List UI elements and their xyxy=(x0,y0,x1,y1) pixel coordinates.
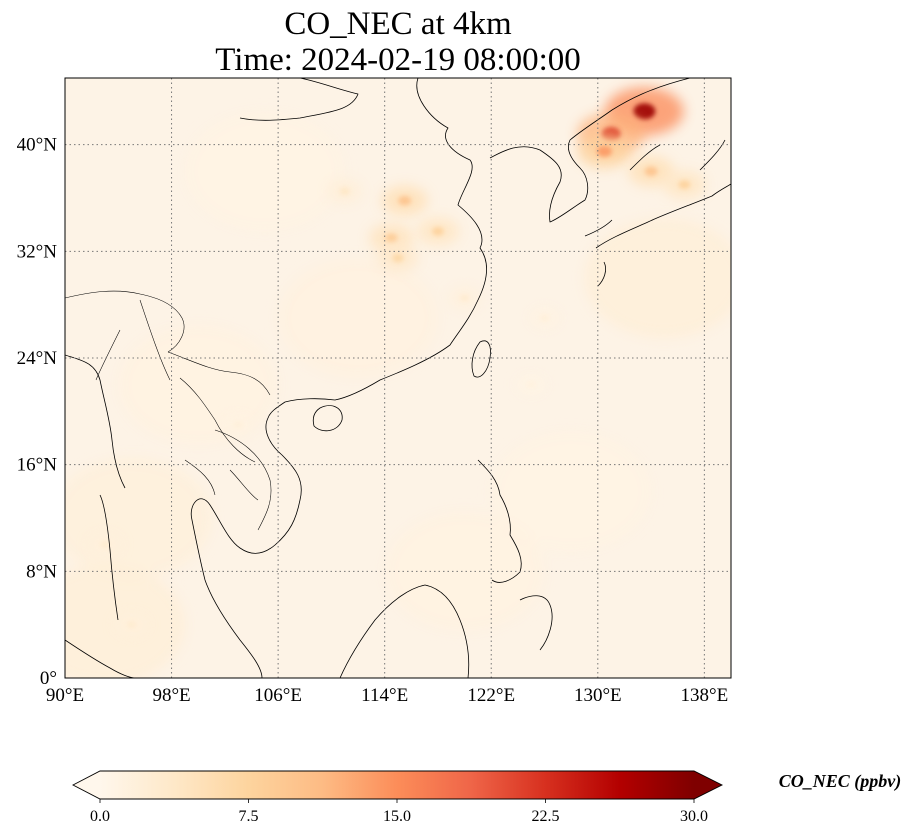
plume-core xyxy=(398,195,412,206)
plume-core xyxy=(385,233,398,243)
y-tick-label: 40°N xyxy=(17,135,58,156)
plume-core xyxy=(678,180,691,190)
x-tick-label: 98°E xyxy=(152,685,190,706)
colorbar: 0.0 7.5 15.0 22.5 30.0 CO_NEC (ppbv) xyxy=(72,770,902,825)
plume-core xyxy=(126,621,137,629)
country-borders xyxy=(65,290,272,531)
y-axis: 0° 8°N 16°N 24°N 32°N 40°N xyxy=(17,135,58,689)
x-tick-label: 114°E xyxy=(361,685,408,706)
x-tick-label: 138°E xyxy=(681,685,729,706)
concentration-plumes xyxy=(88,87,706,637)
plume-core xyxy=(459,294,470,302)
plume-core xyxy=(540,314,550,322)
plume-core xyxy=(526,381,536,388)
background-patch xyxy=(278,258,439,378)
plume-core xyxy=(100,541,110,549)
plume-core xyxy=(339,187,350,196)
colorbar-tick-label: 30.0 xyxy=(680,808,708,825)
background-patch xyxy=(491,431,652,552)
coastlines xyxy=(65,78,731,678)
colorbar-body xyxy=(100,771,694,799)
y-tick-label: 16°N xyxy=(17,455,58,476)
background-patch xyxy=(65,564,185,678)
gridlines xyxy=(65,78,731,678)
plume-core xyxy=(596,145,612,157)
chart-title-line1: CO_NEC at 4km xyxy=(284,6,512,42)
plume-core xyxy=(233,421,243,429)
colorbar-low-extension xyxy=(73,771,100,799)
x-tick-label: 106°E xyxy=(254,685,302,706)
plume-core xyxy=(392,253,404,263)
colorbar-tick-label: 7.5 xyxy=(239,808,259,825)
background-patch xyxy=(584,218,731,338)
plume-core xyxy=(633,103,656,120)
y-tick-label: 8°N xyxy=(26,561,57,582)
x-tick-label: 90°E xyxy=(46,685,84,706)
x-tick-label: 130°E xyxy=(574,685,622,706)
plume-core xyxy=(431,226,444,236)
background-patch xyxy=(184,111,345,232)
colorbar-tick-label: 0.0 xyxy=(90,808,110,825)
y-tick-label: 32°N xyxy=(17,241,58,262)
x-axis: 90°E 98°E 106°E 114°E 122°E 130°E 138°E xyxy=(46,685,728,706)
colorbar-ticks: 0.0 7.5 15.0 22.5 30.0 xyxy=(90,799,708,825)
background-patch xyxy=(65,458,212,578)
x-tick-label: 122°E xyxy=(467,685,515,706)
colorbar-label: CO_NEC (ppbv) xyxy=(779,771,902,792)
chart-title-line2: Time: 2024-02-19 08:00:00 xyxy=(215,42,581,78)
colorbar-tick-label: 15.0 xyxy=(383,808,411,825)
y-tick-label: 24°N xyxy=(17,348,58,369)
colorbar-high-extension xyxy=(694,771,722,799)
colorbar-tick-label: 22.5 xyxy=(532,808,560,825)
plume-core xyxy=(644,166,658,177)
background-patch xyxy=(118,324,279,445)
y-tick-label: 0° xyxy=(40,668,57,689)
plot-frame xyxy=(64,77,732,679)
background-patch xyxy=(384,511,545,632)
